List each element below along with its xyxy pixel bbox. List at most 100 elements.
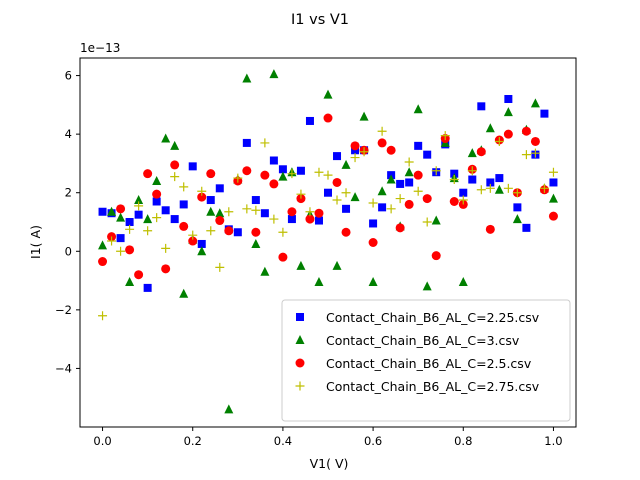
axes-frame (79, 57, 577, 428)
data-point-series-1 (188, 162, 197, 171)
data-point-series-4 (233, 173, 243, 183)
legend-marker-2 (295, 335, 305, 344)
data-point-series-3 (116, 204, 126, 214)
data-point-series-1 (287, 215, 296, 224)
data-point-series-3 (404, 199, 414, 209)
data-point-series-2 (503, 107, 513, 117)
data-point-series-4 (305, 207, 315, 217)
data-point-series-1 (242, 138, 251, 147)
data-point-series-4 (215, 262, 225, 272)
data-point-series-4 (485, 183, 495, 193)
data-point-series-2 (179, 288, 189, 298)
x-tick-label: 0.2 (184, 434, 202, 448)
legend-box (281, 299, 571, 422)
legend-label: Contact_Chain_B6_AL_C=3.csv (326, 333, 520, 348)
data-point-series-1 (405, 178, 414, 187)
data-point-series-1 (305, 116, 314, 125)
data-point-series-3 (251, 227, 261, 237)
data-point-series-3 (98, 257, 108, 267)
data-point-series-2 (224, 404, 234, 414)
data-point-series-4 (476, 185, 486, 195)
data-point-series-4 (413, 186, 423, 196)
data-point-series-4 (188, 230, 198, 240)
data-point-series-1 (116, 234, 125, 243)
data-point-series-1 (423, 150, 432, 159)
data-point-series-1 (161, 206, 170, 215)
y-tick-label: 2 (65, 186, 72, 200)
data-point-series-1 (486, 178, 495, 187)
data-point-series-4 (278, 227, 288, 237)
data-point-series-4 (548, 167, 558, 177)
data-point-series-2 (341, 159, 351, 169)
data-point-series-3 (278, 252, 288, 262)
data-point-series-3 (206, 169, 216, 179)
data-point-series-1 (296, 166, 305, 175)
data-point-series-1 (314, 216, 323, 225)
data-point-series-2 (161, 133, 171, 143)
legend-marker-1 (296, 313, 304, 321)
data-point-series-2 (323, 89, 333, 99)
data-point-series-1 (143, 283, 152, 292)
data-point-series-4 (161, 243, 171, 253)
data-point-series-3 (224, 226, 234, 236)
data-point-series-4 (269, 214, 279, 224)
data-point-series-4 (368, 198, 378, 208)
data-point-series-2 (359, 111, 369, 121)
data-point-series-1 (251, 196, 260, 205)
data-point-series-2 (422, 281, 432, 291)
data-point-series-3 (323, 113, 333, 123)
data-point-series-3 (530, 136, 540, 146)
data-point-series-2 (431, 215, 441, 225)
data-point-series-3 (377, 138, 387, 148)
data-point-series-1 (152, 197, 161, 206)
data-point-series-2 (386, 174, 396, 184)
data-point-series-4 (332, 195, 342, 205)
data-point-series-3 (161, 264, 171, 274)
data-point-series-1 (233, 228, 242, 237)
data-point-series-4 (206, 226, 216, 236)
data-point-series-4 (197, 186, 207, 196)
data-point-series-4 (170, 172, 180, 182)
data-point-series-3 (503, 129, 513, 139)
x-axis-label: V1( V) (310, 456, 349, 471)
data-point-series-4 (512, 188, 522, 198)
data-point-series-3 (305, 214, 315, 224)
data-point-series-4 (404, 157, 414, 167)
data-point-series-1 (513, 203, 522, 212)
data-point-series-1 (342, 204, 351, 213)
data-point-series-3 (368, 238, 378, 247)
data-point-series-1 (504, 95, 513, 103)
data-point-series-1 (414, 141, 423, 150)
data-point-series-2 (485, 123, 495, 133)
data-point-series-4 (134, 201, 144, 211)
data-point-series-4 (467, 166, 477, 176)
data-point-series-4 (251, 205, 261, 215)
data-point-series-4 (377, 126, 387, 136)
data-point-series-1 (170, 215, 179, 224)
data-point-series-4 (98, 311, 108, 321)
data-point-series-4 (242, 204, 252, 214)
data-point-series-3 (413, 170, 423, 180)
data-point-series-1 (125, 218, 134, 226)
data-point-series-3 (485, 224, 495, 234)
data-point-series-3 (548, 211, 558, 221)
data-point-series-2 (467, 148, 477, 158)
data-point-series-3 (422, 194, 432, 204)
plot-area: 0.0 0.2 0.4 0.6 0.8 1.0 −4 −2 0 2 4 6 (55, 69, 563, 448)
data-point-series-3 (431, 251, 441, 261)
data-point-series-4 (458, 195, 468, 205)
legend-label: Contact_Chain_B6_AL_C=2.25.csv (326, 310, 540, 325)
data-point-series-2 (215, 208, 225, 218)
data-point-series-4 (431, 166, 441, 176)
data-point-series-2 (512, 214, 522, 224)
data-point-series-4 (539, 183, 549, 193)
data-point-series-1 (197, 239, 206, 248)
data-point-series-4 (395, 194, 405, 204)
y-tick-label: −4 (55, 361, 72, 375)
y-axis-label: I1( A) (28, 225, 43, 259)
data-point-series-4 (386, 204, 396, 214)
data-point-series-3 (215, 216, 225, 226)
y-axis-offset-label: 1e−13 (80, 41, 120, 55)
data-point-series-2 (296, 260, 306, 270)
data-point-series-4 (224, 207, 234, 217)
